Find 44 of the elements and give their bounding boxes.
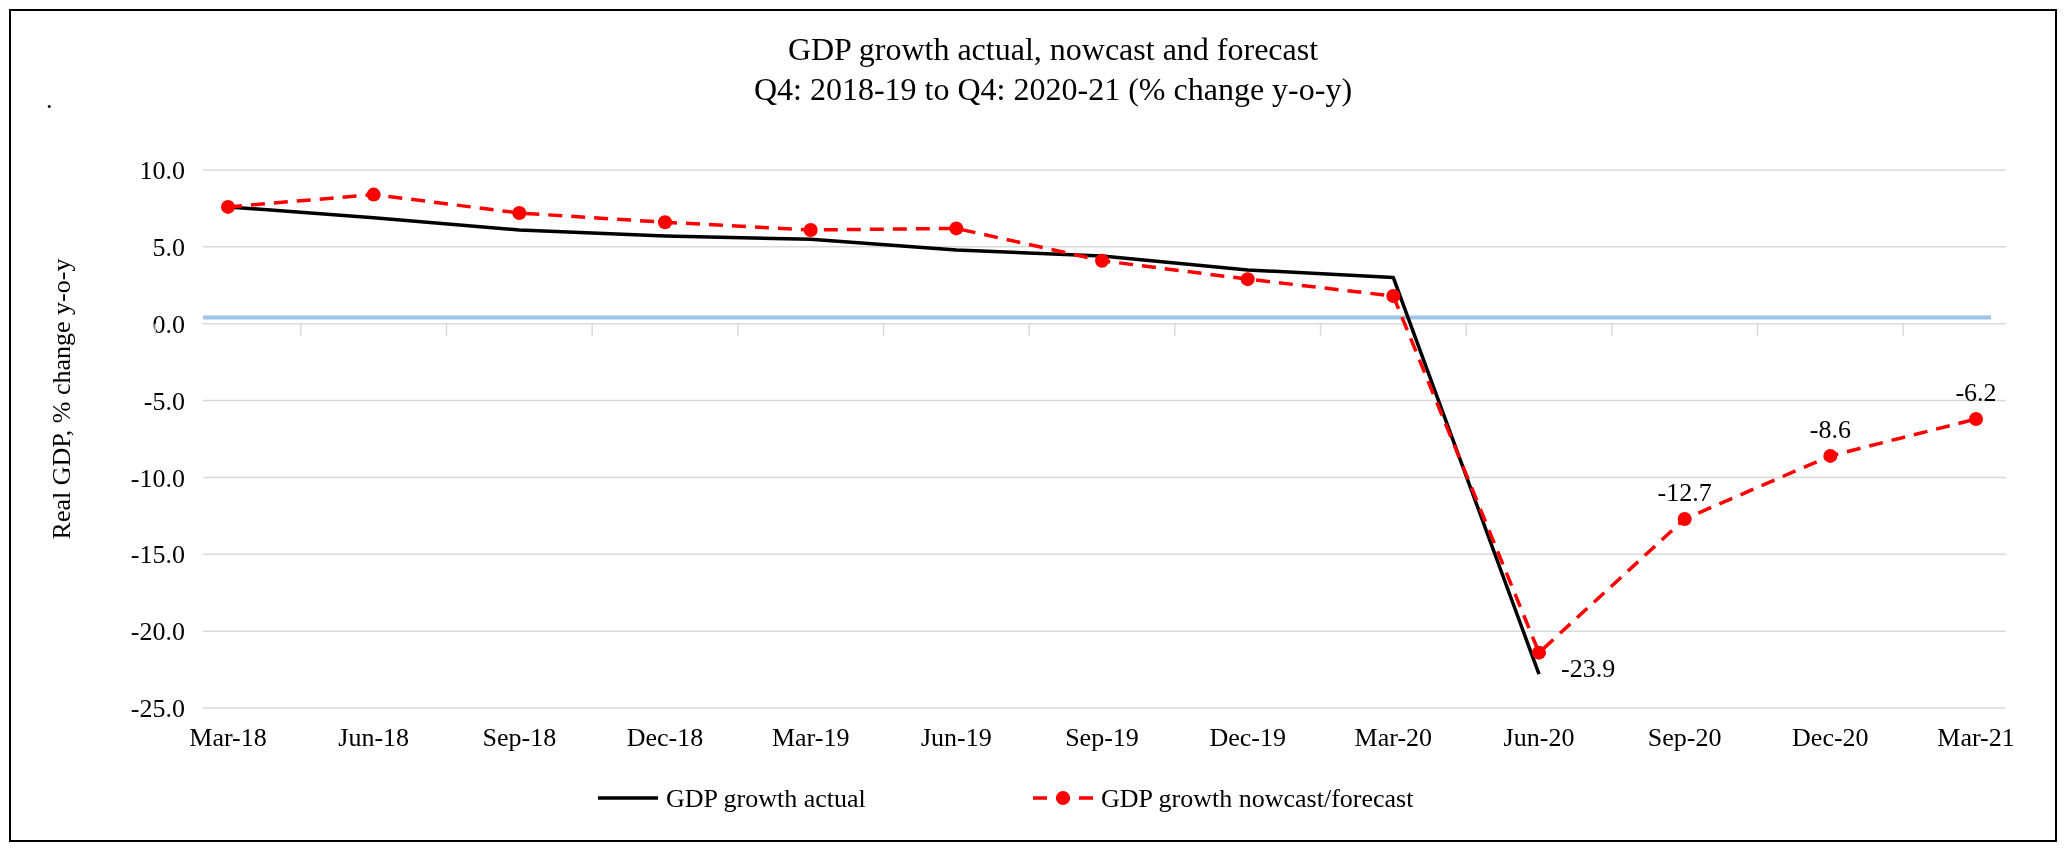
x-tick-label: Mar-20 xyxy=(1354,723,1433,752)
x-tick-label: Sep-20 xyxy=(1647,723,1722,752)
y-tick-label: 5.0 xyxy=(152,232,185,262)
y-tick-label: -25.0 xyxy=(130,694,185,724)
point xyxy=(1677,511,1692,526)
legend-label: GDP growth actual xyxy=(666,784,866,814)
x-tick-label: Dec-18 xyxy=(626,723,704,752)
x-tick-label: Sep-18 xyxy=(482,723,557,752)
chart-subtitle: Q4: 2018-19 to Q4: 2020-21 (% change y-o-y) xyxy=(753,71,1353,107)
x-tick-label: Mar-19 xyxy=(771,723,850,752)
text: . xyxy=(46,85,53,114)
point xyxy=(366,187,381,202)
data-label: -8.6 xyxy=(1809,414,1851,444)
point xyxy=(512,206,527,221)
point xyxy=(1386,289,1401,304)
y-tick-label: 10.0 xyxy=(139,156,185,186)
data-label: -12.7 xyxy=(1657,477,1712,507)
x-tick-label: Mar-21 xyxy=(1937,723,2015,752)
x-tick-label: Jun-20 xyxy=(1503,723,1575,752)
y-tick-label: -5.0 xyxy=(143,386,185,416)
annotation: -23.9 xyxy=(1561,653,1616,683)
x-tick-label: Dec-19 xyxy=(1209,723,1286,752)
x-tick-label: Jun-19 xyxy=(920,723,992,752)
x-tick-label: Jun-18 xyxy=(338,723,410,752)
point xyxy=(221,199,235,214)
point xyxy=(803,222,818,237)
data-label: -6.2 xyxy=(1955,378,1997,408)
y-tick-label: -10.0 xyxy=(130,463,185,493)
y-tick-label: 0.0 xyxy=(152,309,185,339)
x-tick-label: Sep-19 xyxy=(1065,723,1139,752)
chart-title: GDP growth actual, nowcast and forecast xyxy=(787,31,1319,67)
legend-label: GDP growth nowcast/forecast xyxy=(1101,784,1415,814)
x-tick-label: Mar-18 xyxy=(189,723,267,752)
point xyxy=(1969,412,1983,427)
x-tick-label: Dec-20 xyxy=(1792,723,1869,752)
point xyxy=(658,215,672,230)
y-axis-title: Real GDP, % change y-o-y xyxy=(47,258,76,540)
point xyxy=(1095,253,1109,268)
point xyxy=(1532,645,1546,660)
point xyxy=(949,221,964,236)
point xyxy=(1823,448,1838,463)
y-tick-label: -15.0 xyxy=(130,540,185,570)
y-tick-label: -20.0 xyxy=(130,617,185,647)
point xyxy=(1240,272,1255,287)
